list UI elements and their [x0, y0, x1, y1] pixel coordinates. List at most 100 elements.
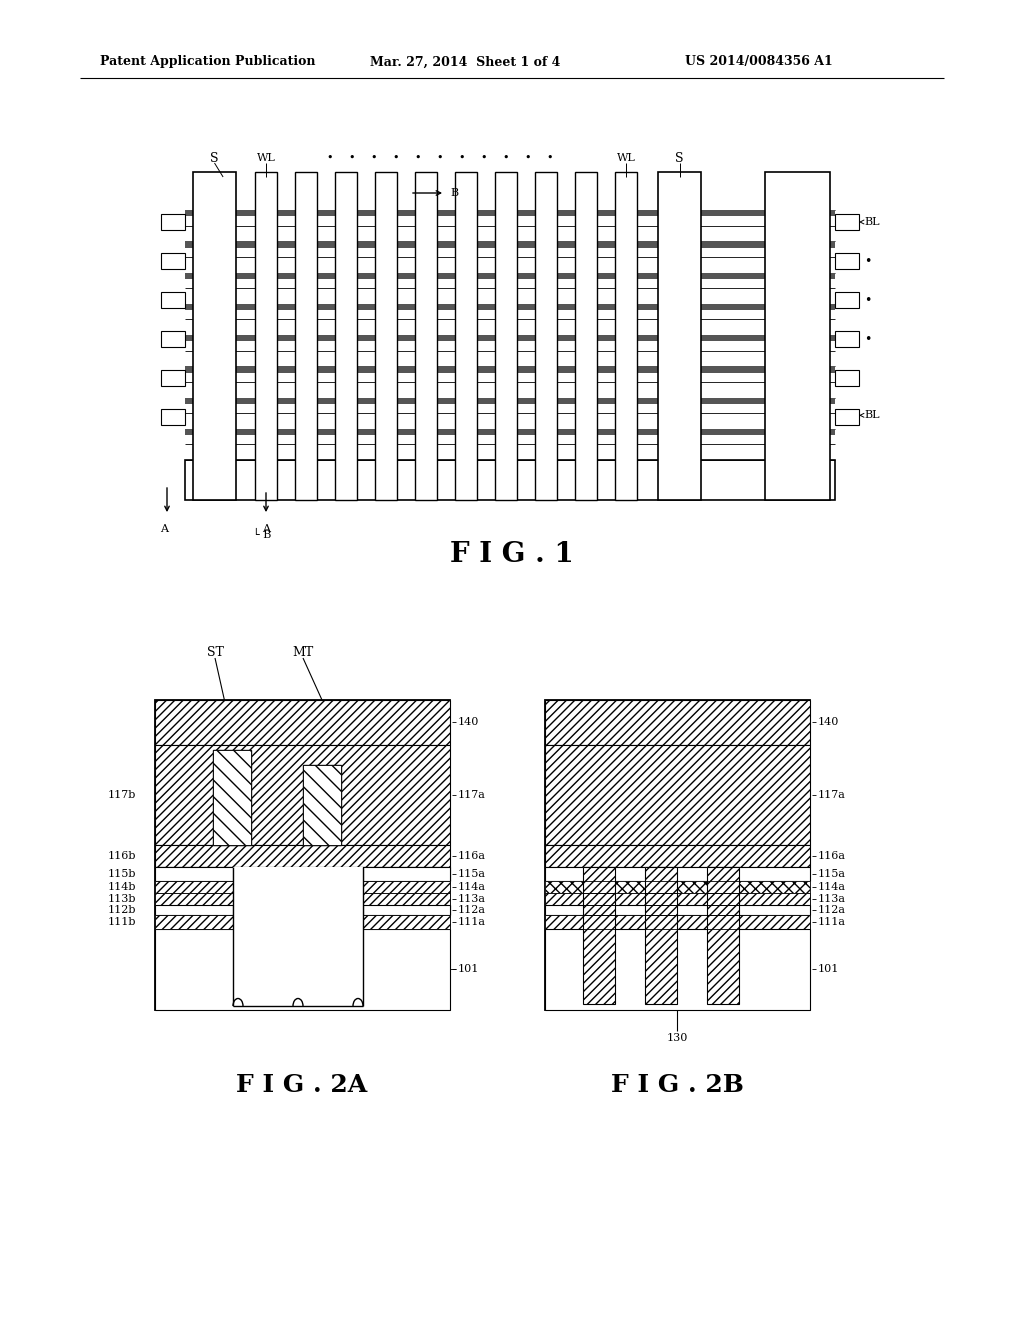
- Bar: [155, 915, 233, 929]
- Text: A: A: [160, 524, 168, 535]
- Text: B: B: [450, 187, 458, 198]
- Bar: [185, 459, 835, 500]
- Text: •: •: [327, 153, 333, 162]
- Text: 101: 101: [818, 964, 840, 974]
- Text: •: •: [547, 153, 553, 162]
- Text: ST: ST: [207, 645, 223, 659]
- Text: 116a: 116a: [458, 851, 486, 861]
- Text: 115a: 115a: [818, 869, 846, 879]
- Bar: [155, 894, 450, 906]
- Bar: [375, 172, 397, 500]
- Bar: [707, 867, 739, 1005]
- Text: •: •: [393, 153, 399, 162]
- Text: Patent Application Publication: Patent Application Publication: [100, 55, 315, 69]
- Text: 112b: 112b: [108, 906, 136, 915]
- Bar: [155, 906, 450, 915]
- Text: 130: 130: [667, 1034, 688, 1043]
- Bar: [155, 880, 233, 894]
- Bar: [185, 210, 835, 216]
- Text: MT: MT: [293, 645, 313, 659]
- Text: •: •: [415, 153, 421, 162]
- Text: F I G . 1: F I G . 1: [451, 541, 573, 569]
- Bar: [295, 172, 317, 500]
- Text: •: •: [503, 153, 509, 162]
- Bar: [185, 242, 835, 248]
- Bar: [645, 867, 677, 1005]
- Bar: [155, 867, 233, 880]
- Bar: [185, 304, 835, 310]
- Bar: [362, 867, 450, 880]
- Bar: [185, 366, 835, 372]
- Text: └ B: └ B: [253, 531, 271, 540]
- Text: 112a: 112a: [818, 906, 846, 915]
- Text: •: •: [864, 333, 871, 346]
- Bar: [545, 744, 810, 845]
- Text: 113a: 113a: [458, 894, 486, 904]
- Text: 114a: 114a: [458, 882, 486, 892]
- Bar: [185, 397, 835, 404]
- Bar: [233, 867, 362, 1006]
- Text: F I G . 2A: F I G . 2A: [237, 1073, 368, 1097]
- Text: 111b: 111b: [108, 917, 136, 927]
- Text: 140: 140: [818, 717, 840, 727]
- Text: •: •: [459, 153, 465, 162]
- Text: 131: 131: [311, 960, 333, 969]
- Text: 116b: 116b: [108, 851, 136, 861]
- Bar: [155, 700, 450, 744]
- Bar: [155, 906, 233, 915]
- Bar: [155, 867, 450, 880]
- Text: 101: 101: [458, 964, 479, 974]
- Bar: [575, 172, 597, 500]
- Text: 113b: 113b: [108, 894, 136, 904]
- Bar: [545, 929, 810, 1010]
- Bar: [161, 370, 185, 387]
- Bar: [193, 172, 236, 500]
- Text: 117a: 117a: [458, 789, 485, 800]
- Bar: [161, 253, 185, 269]
- Bar: [362, 880, 450, 894]
- Text: 114b: 114b: [108, 882, 136, 892]
- Text: 116a: 116a: [818, 851, 846, 861]
- Bar: [213, 750, 251, 845]
- Bar: [161, 409, 185, 425]
- Text: S: S: [675, 152, 684, 165]
- Text: 117b: 117b: [108, 789, 136, 800]
- Text: WL: WL: [257, 153, 275, 162]
- Bar: [161, 292, 185, 308]
- Text: Mar. 27, 2014  Sheet 1 of 4: Mar. 27, 2014 Sheet 1 of 4: [370, 55, 560, 69]
- Bar: [362, 915, 450, 929]
- Bar: [545, 880, 810, 894]
- Bar: [658, 172, 701, 500]
- Bar: [645, 867, 677, 1005]
- Bar: [615, 172, 637, 500]
- Text: A: A: [262, 524, 270, 535]
- Text: US 2014/0084356 A1: US 2014/0084356 A1: [685, 55, 833, 69]
- Bar: [535, 172, 557, 500]
- Bar: [155, 915, 450, 929]
- Bar: [545, 700, 810, 744]
- Text: 111a: 111a: [458, 917, 486, 927]
- Bar: [155, 744, 450, 845]
- Bar: [835, 253, 859, 269]
- Bar: [545, 845, 810, 867]
- Text: BL: BL: [864, 216, 880, 227]
- Bar: [303, 766, 341, 845]
- Bar: [362, 894, 450, 906]
- Text: S: S: [210, 152, 219, 165]
- Bar: [161, 331, 185, 347]
- Bar: [835, 214, 859, 230]
- Bar: [415, 172, 437, 500]
- Bar: [213, 750, 251, 845]
- Bar: [583, 867, 615, 1005]
- Text: 117a: 117a: [818, 789, 846, 800]
- Bar: [545, 894, 810, 906]
- Bar: [362, 906, 450, 915]
- Text: 113a: 113a: [818, 894, 846, 904]
- Text: 115b: 115b: [108, 869, 136, 879]
- Bar: [495, 172, 517, 500]
- Bar: [545, 867, 810, 880]
- Bar: [185, 272, 835, 279]
- Text: 111a: 111a: [818, 917, 846, 927]
- Bar: [155, 700, 450, 1010]
- Text: 112a: 112a: [458, 906, 486, 915]
